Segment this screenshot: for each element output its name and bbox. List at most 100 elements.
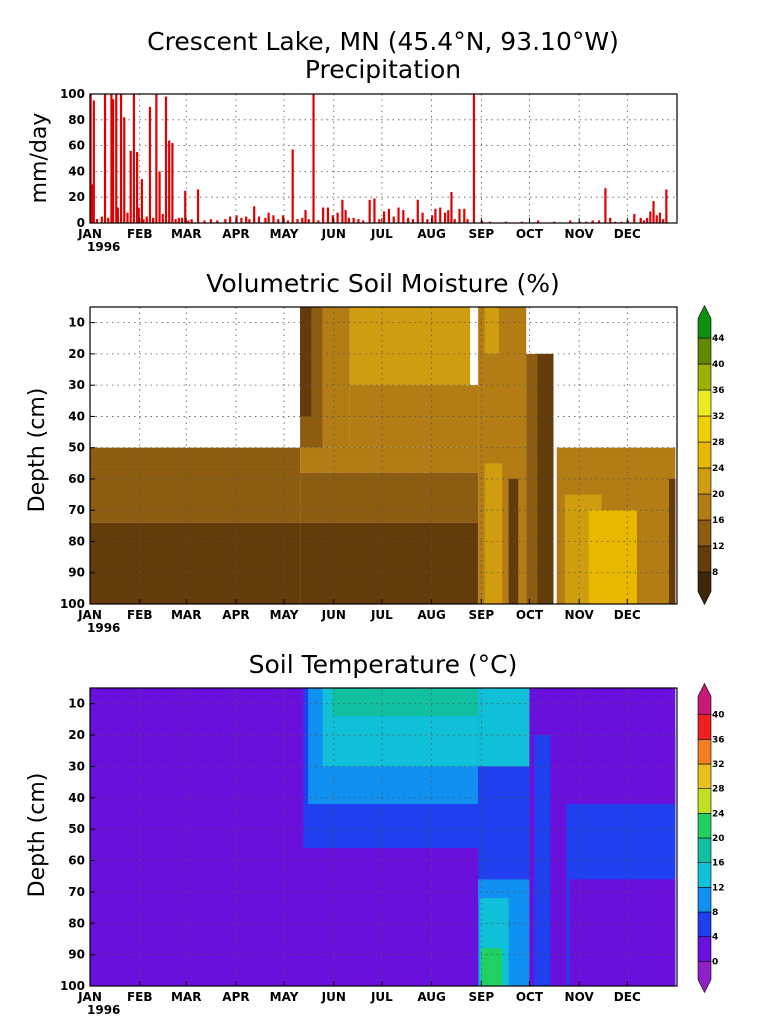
precip-bar <box>402 210 405 223</box>
precip-bar <box>368 199 371 223</box>
precip-bar <box>578 221 581 223</box>
colorbar-label: 8 <box>712 568 718 578</box>
precip-bar <box>344 210 347 223</box>
precip-bar <box>229 216 232 223</box>
y-tick-label: 40 <box>68 791 85 805</box>
precip-bar <box>240 217 243 223</box>
precip-bar <box>407 217 410 223</box>
heatmap-cell <box>322 307 350 448</box>
precip-bar <box>136 152 139 223</box>
x-tick-label: APR <box>222 990 249 1004</box>
precip-bar <box>155 94 158 223</box>
x-tick-label: AUG <box>417 608 446 622</box>
y-tick-label: 70 <box>68 503 85 517</box>
heatmap-cell <box>569 879 676 986</box>
y-tick-label: 90 <box>68 948 85 962</box>
precip-bar <box>116 207 119 223</box>
moisture-ylabel: Depth (cm) <box>25 388 50 513</box>
precip-bar <box>613 221 617 223</box>
precip-bar <box>421 212 424 223</box>
precip-bar <box>426 219 429 223</box>
colorbar-label: 28 <box>712 785 725 795</box>
precip-bar <box>267 212 270 223</box>
precip-bar <box>119 94 123 223</box>
x-tick-label: FEB <box>127 227 153 241</box>
colorbar-swatch <box>697 813 712 839</box>
colorbar-label: 20 <box>712 490 725 500</box>
precip-bar <box>609 217 612 223</box>
colorbar-label: 28 <box>712 438 725 448</box>
precip-bar <box>569 220 572 223</box>
precip-bar <box>140 179 144 223</box>
x-tick-label: DEC <box>614 227 641 241</box>
colorbar-swatch <box>697 304 712 339</box>
precip-bar <box>168 140 171 223</box>
precip-bar <box>174 219 177 223</box>
precip-bar <box>301 217 304 223</box>
x-year-label: 1996 <box>87 240 120 254</box>
precip-bar <box>658 212 662 223</box>
precip-bar <box>443 212 447 223</box>
colorbar-label: 24 <box>712 809 725 819</box>
precip-bar <box>187 220 190 223</box>
precip-bar <box>392 216 395 223</box>
precip-bar <box>347 217 350 223</box>
precip-bar <box>257 216 261 223</box>
precip-bar <box>397 207 400 223</box>
precip-bar <box>312 94 315 223</box>
precip-bar <box>553 221 556 223</box>
precip-bar <box>591 220 594 223</box>
precip-bar <box>264 217 267 223</box>
precip-bar <box>203 220 206 223</box>
y-tick-label: 30 <box>68 378 85 392</box>
colorbar-label: 12 <box>712 542 725 552</box>
colorbar-swatch <box>697 571 712 606</box>
colorbar-swatch <box>697 337 712 365</box>
y-tick-label: 10 <box>68 697 85 711</box>
x-tick-label: AUG <box>417 227 446 241</box>
precip-ylabel: mm/day <box>27 113 52 204</box>
precip-bar <box>304 210 307 223</box>
x-tick-label: AUG <box>417 990 446 1004</box>
precip-bar <box>488 221 492 223</box>
x-tick-label: NOV <box>565 990 595 1004</box>
colorbar-swatch <box>697 441 712 469</box>
precip-bar <box>597 220 601 223</box>
precip-bar <box>190 219 193 223</box>
heatmap-cell <box>588 510 637 604</box>
precip-bar <box>123 117 126 223</box>
x-tick-label: JUL <box>370 990 393 1004</box>
precip-bar <box>145 216 148 223</box>
precip-bar <box>362 220 365 223</box>
heatmap-cell <box>300 522 479 604</box>
y-tick-label: 90 <box>68 566 85 580</box>
y-tick-label: 60 <box>68 139 85 153</box>
precip-bar <box>235 215 238 223</box>
heatmap-cell <box>481 948 503 986</box>
y-tick-label: 80 <box>68 534 85 548</box>
precip-bar <box>110 94 113 223</box>
heatmap-cell <box>300 447 479 473</box>
precip-bar <box>434 208 437 223</box>
x-year-label: 1996 <box>87 621 120 635</box>
x-tick-label: SEP <box>469 608 495 622</box>
colorbar-label: 40 <box>712 360 725 370</box>
y-tick-label: 30 <box>68 759 85 773</box>
precip-bar <box>132 94 136 223</box>
moisture-title: Volumetric Soil Moisture (%) <box>206 269 560 298</box>
x-tick-label: JAN <box>77 990 102 1004</box>
colorbar-swatch <box>697 545 712 573</box>
precip-bar <box>352 217 355 223</box>
precip-bar <box>216 220 219 223</box>
colorbar-swatch <box>697 961 712 994</box>
colorbar-swatch <box>697 467 712 495</box>
y-tick-label: 70 <box>68 885 85 899</box>
plot-area <box>90 94 677 223</box>
x-tick-label: JAN <box>77 227 102 241</box>
precip-bar <box>177 217 180 223</box>
x-tick-label: JAN <box>77 608 102 622</box>
x-tick-label: APR <box>222 227 249 241</box>
colorbar-swatch <box>697 862 712 888</box>
x-tick-label: JUN <box>321 990 346 1004</box>
precip-bar <box>620 221 623 223</box>
